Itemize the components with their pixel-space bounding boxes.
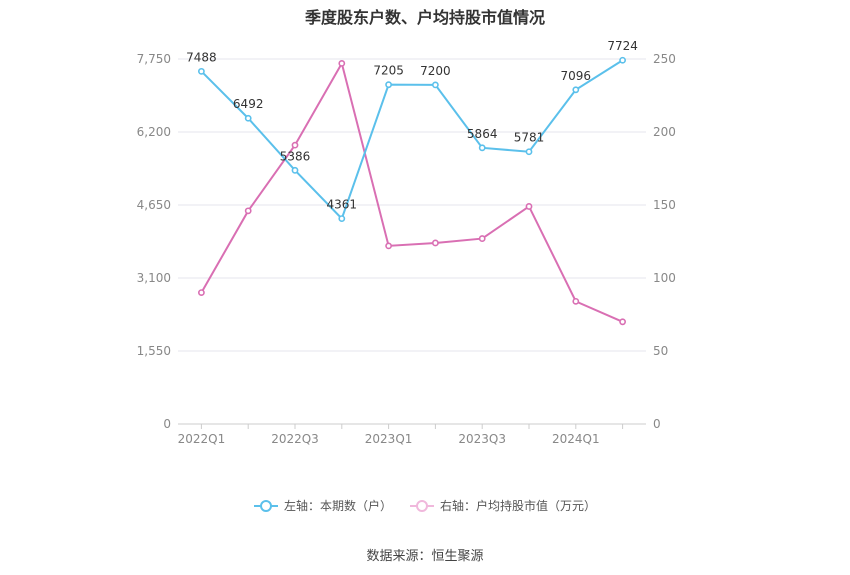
legend-label: 右轴：户均持股市值（万元） [440, 499, 597, 513]
legend-item-households[interactable]: 左轴：本期数（户） [253, 497, 392, 514]
avg-value-point[interactable] [338, 59, 346, 67]
data-label: 6492 [233, 97, 264, 111]
data-label: 7205 [373, 64, 404, 78]
left-tick-label: 0 [163, 417, 171, 431]
x-tick-label: 2022Q3 [271, 432, 319, 446]
right-tick-label: 150 [653, 198, 676, 212]
avg-value-point[interactable] [291, 141, 299, 149]
avg-value-point[interactable] [525, 203, 533, 210]
households-point[interactable] [338, 215, 346, 223]
data-label: 4361 [327, 198, 358, 212]
x-tick-label: 2022Q1 [178, 432, 226, 446]
avg-value-point[interactable] [478, 235, 486, 242]
right-tick-label: 0 [653, 417, 661, 431]
series-group [197, 56, 626, 326]
avg-value-line [200, 60, 624, 323]
data-label: 7488 [186, 50, 217, 64]
x-tick-label: 2023Q3 [458, 432, 506, 446]
legend-label: 左轴：本期数（户） [283, 499, 392, 513]
legend-swatch-pink [410, 499, 434, 513]
right-axis-ticks: 0 50 100 150 200 250 [653, 52, 676, 431]
right-tick-label: 200 [653, 125, 676, 139]
data-label: 7096 [561, 69, 592, 83]
source-note: 数据来源：恒生聚源 [366, 549, 484, 564]
households-point[interactable] [431, 81, 439, 89]
households-point[interactable] [385, 81, 392, 89]
households-point[interactable] [572, 86, 580, 94]
households-point[interactable] [291, 166, 299, 174]
households-point[interactable] [197, 67, 205, 75]
right-tick-label: 250 [653, 52, 676, 66]
x-axis: 2022Q1 2022Q3 2023Q1 2023Q3 2024Q1 [178, 424, 624, 446]
right-tick-label: 100 [653, 271, 676, 285]
households-point[interactable] [619, 56, 626, 64]
avg-value-point[interactable] [197, 289, 205, 296]
left-tick-label: 1,550 [137, 344, 171, 358]
right-tick-label: 50 [653, 344, 668, 358]
households-point[interactable] [478, 144, 486, 152]
data-label: 5864 [467, 127, 498, 141]
left-tick-label: 7,750 [137, 52, 171, 66]
households-point[interactable] [244, 114, 252, 122]
left-tick-label: 4,650 [137, 198, 171, 212]
data-labels: 7488 6492 5386 4361 7205 7200 5864 5781 7096 7724 [186, 39, 638, 211]
avg-value-point[interactable] [385, 242, 392, 250]
legend-swatch-blue [253, 499, 278, 513]
legend: 左轴：本期数（户） 右轴：户均持股市值（万元） [0, 497, 850, 514]
households-point[interactable] [525, 148, 533, 156]
avg-value-point[interactable] [572, 297, 580, 305]
x-tick-label: 2024Q1 [552, 432, 600, 446]
data-label: 7724 [607, 39, 638, 53]
households-line [200, 59, 624, 221]
legend-item-avg-value[interactable]: 右轴：户均持股市值（万元） [410, 497, 596, 514]
avg-value-point[interactable] [619, 318, 626, 326]
avg-value-point[interactable] [431, 239, 439, 247]
left-tick-label: 3,100 [137, 271, 171, 285]
x-tick-label: 2023Q1 [365, 432, 413, 446]
data-label: 7200 [420, 64, 451, 78]
grid-lines [178, 58, 646, 425]
chart-title: 季度股东户数、户均持股市值情况 [304, 8, 545, 27]
data-label: 5386 [280, 149, 311, 163]
data-label: 5781 [514, 131, 545, 145]
avg-value-point[interactable] [244, 207, 252, 215]
left-axis-ticks: 0 1,550 3,100 4,650 6,200 7,750 [137, 52, 171, 431]
left-tick-label: 6,200 [137, 125, 171, 139]
